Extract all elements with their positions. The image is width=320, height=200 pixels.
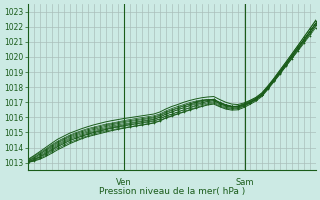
X-axis label: Pression niveau de la mer( hPa ): Pression niveau de la mer( hPa ) bbox=[99, 187, 245, 196]
Text: Sam: Sam bbox=[236, 178, 254, 187]
Text: Ven: Ven bbox=[116, 178, 132, 187]
